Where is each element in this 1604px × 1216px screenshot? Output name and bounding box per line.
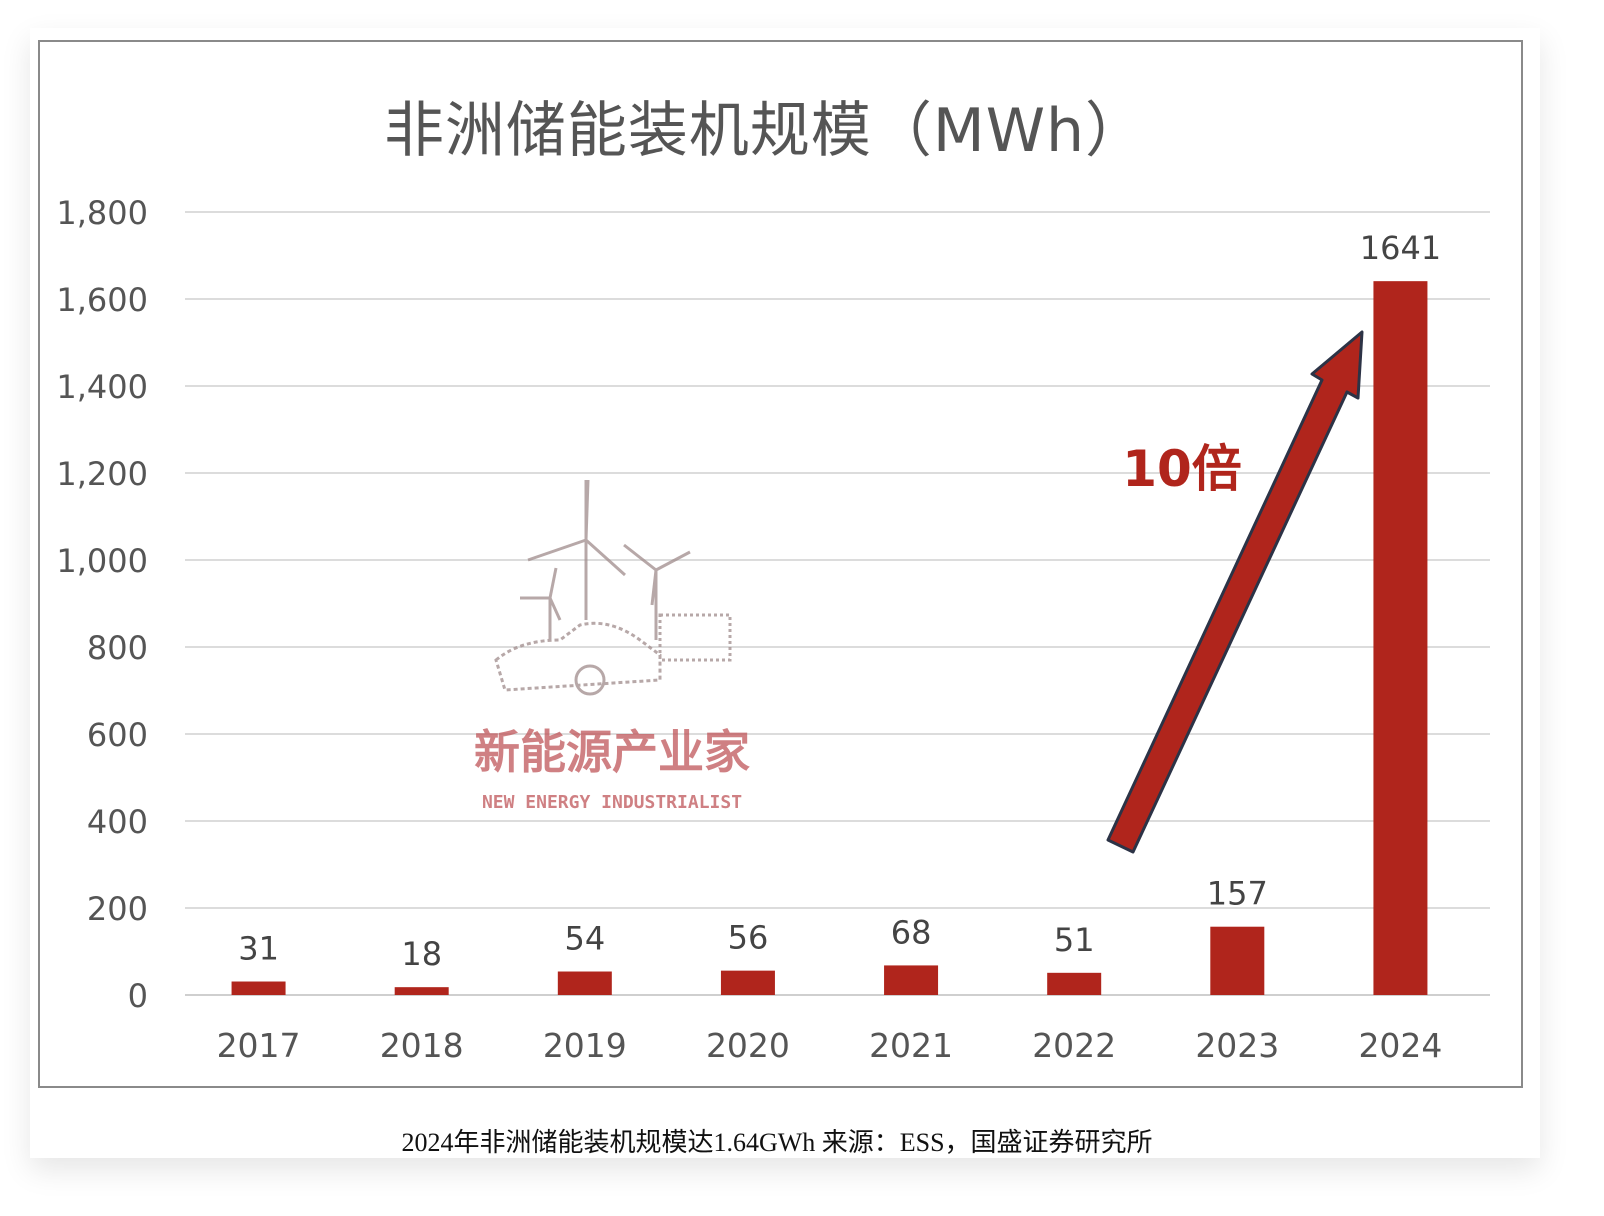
data-label: 1641	[1360, 229, 1441, 267]
bar-2024	[1373, 281, 1428, 995]
y-tick-label: 400	[87, 803, 148, 841]
bar-2022	[1047, 972, 1102, 995]
data-label: 68	[891, 913, 932, 951]
y-tick-label: 1,200	[56, 455, 148, 493]
x-tick-label: 2024	[1358, 1026, 1442, 1065]
x-tick-label: 2018	[380, 1026, 464, 1065]
bar-2018	[394, 987, 449, 995]
data-label: 56	[728, 919, 769, 957]
data-label: 157	[1207, 875, 1268, 913]
bar-2020	[720, 970, 775, 995]
data-label: 51	[1054, 921, 1095, 959]
data-label: 18	[401, 935, 442, 973]
bar-2023	[1210, 926, 1265, 995]
chart-frame	[38, 40, 1523, 1088]
x-tick-label: 2017	[217, 1026, 301, 1065]
bar-2019	[557, 971, 612, 995]
bar-2017	[231, 981, 286, 995]
y-tick-label: 600	[87, 716, 148, 754]
y-tick-label: 1,400	[56, 368, 148, 406]
y-tick-label: 1,800	[56, 194, 148, 232]
y-tick-label: 1,000	[56, 542, 148, 580]
y-tick-label: 0	[128, 977, 148, 1015]
x-tick-label: 2019	[543, 1026, 627, 1065]
growth-arrow	[1106, 330, 1364, 854]
watermark-logo: 新能源产业家 NEW ENERGY INDUSTRIALIST	[474, 479, 750, 813]
data-label: 54	[564, 920, 605, 958]
y-tick-label: 1,600	[56, 281, 148, 319]
y-tick-label: 200	[87, 890, 148, 928]
bar-2021	[884, 965, 939, 995]
growth-annotation: 10倍	[1122, 440, 1242, 498]
watermark-cn: 新能源产业家	[474, 725, 750, 779]
x-tick-label: 2023	[1195, 1026, 1279, 1065]
data-label: 31	[238, 930, 279, 968]
y-tick-label: 800	[87, 629, 148, 667]
x-tick-label: 2021	[869, 1026, 953, 1065]
x-tick-label: 2020	[706, 1026, 790, 1065]
chart-title: 非洲储能装机规模（MWh）	[383, 96, 1147, 166]
watermark-en: NEW ENERGY INDUSTRIALIST	[482, 792, 742, 813]
x-tick-label: 2022	[1032, 1026, 1116, 1065]
figure-caption: 2024年非洲储能装机规模达1.64GWh 来源：ESS，国盛证券研究所	[401, 1128, 1153, 1157]
